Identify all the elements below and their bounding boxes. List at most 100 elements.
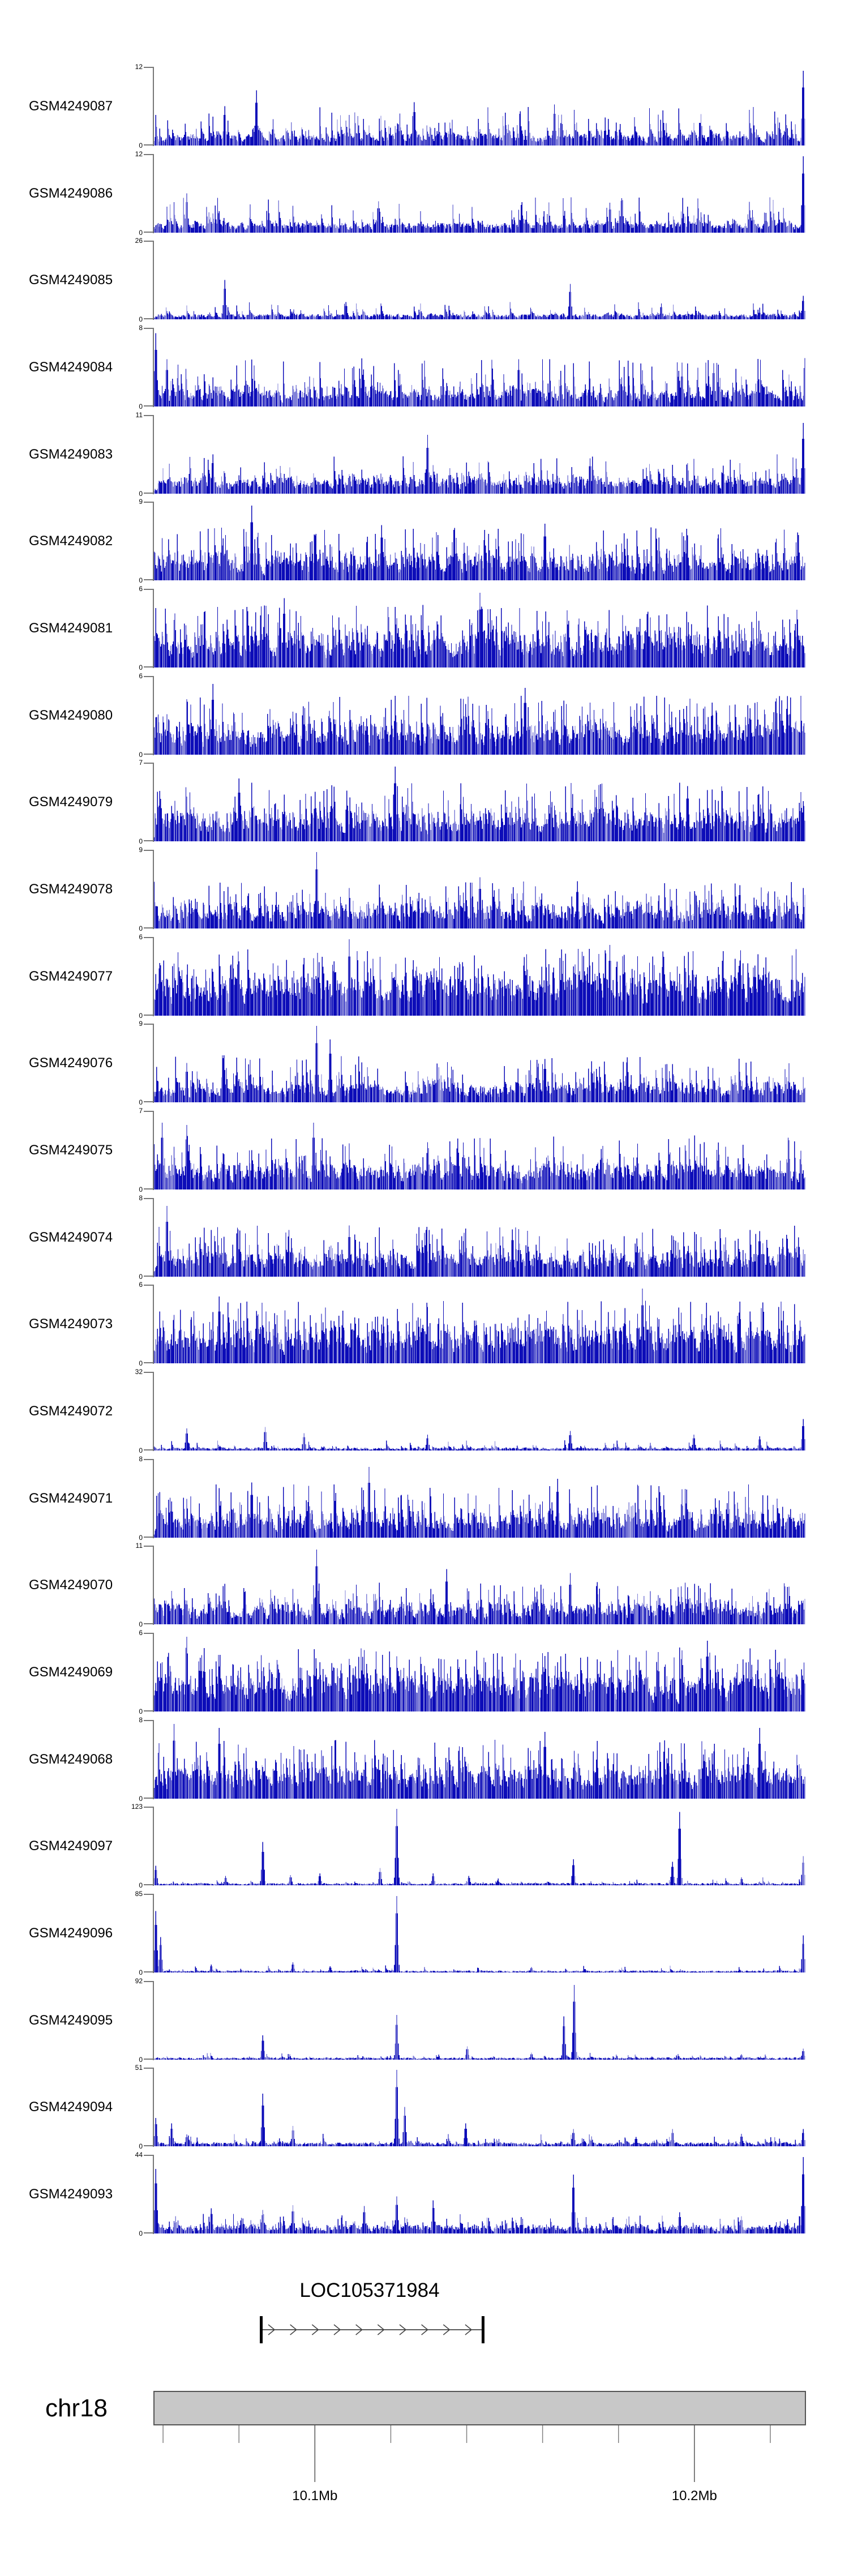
yaxis-top-tick (144, 1720, 153, 1721)
yaxis-top-tick (144, 1372, 153, 1373)
yaxis-zero-label: 0 (139, 1359, 143, 1367)
yaxis-bottom-tick (144, 1884, 153, 1885)
strand-direction-chevron-icon (290, 2324, 297, 2335)
yaxis-max-label: 9 (139, 1020, 143, 1028)
yaxis-zero-label: 0 (139, 1708, 143, 1715)
coverage-track: GSM4249080 6 0 (0, 672, 849, 759)
yaxis-zero-label: 0 (139, 1620, 143, 1628)
strand-direction-chevron-icon (333, 2324, 341, 2335)
coverage-track: GSM4249083 11 0 (0, 411, 849, 498)
yaxis-max-label: 6 (139, 1281, 143, 1289)
coverage-histogram (154, 767, 805, 841)
yaxis-max-label: 8 (139, 1716, 143, 1724)
axis-position-label: 10.2Mb (672, 2488, 717, 2504)
strand-direction-chevron-icon (465, 2324, 473, 2335)
yaxis-line (153, 589, 154, 668)
gene-exon-bar (260, 2316, 263, 2343)
coverage-track: GSM4249096 85 0 (0, 1890, 849, 1976)
gene-model-track (260, 2316, 484, 2343)
coverage-histogram (154, 1466, 805, 1538)
sample-label: GSM4249096 (28, 1925, 113, 1941)
sample-label: GSM4249074 (28, 1229, 113, 1245)
strand-direction-chevron-icon (443, 2324, 451, 2335)
yaxis-max-label: 9 (139, 846, 143, 854)
yaxis-max-label: 6 (139, 585, 143, 593)
coverage-track: GSM4249079 7 0 (0, 759, 849, 845)
coverage-histogram (154, 683, 805, 755)
coverage-histogram (154, 1289, 805, 1363)
yaxis-zero-label: 0 (139, 1273, 143, 1281)
yaxis-zero-label: 0 (139, 1881, 143, 1889)
yaxis-zero-label: 0 (139, 403, 143, 410)
yaxis-zero-label: 0 (139, 2142, 143, 2150)
yaxis-max-label: 11 (135, 1542, 143, 1550)
sample-label: GSM4249076 (28, 1055, 113, 1071)
yaxis-bottom-tick (144, 493, 153, 494)
yaxis-top-tick (144, 1024, 153, 1025)
yaxis-zero-label: 0 (139, 2230, 143, 2237)
yaxis-line (153, 1372, 154, 1451)
yaxis-max-label: 7 (139, 1107, 143, 1115)
coverage-track: GSM4249072 32 0 (0, 1368, 849, 1454)
yaxis-top-tick (144, 1546, 153, 1547)
yaxis-max-label: 123 (131, 1803, 143, 1811)
yaxis-bottom-tick (144, 232, 153, 233)
yaxis-zero-label: 0 (139, 1534, 143, 1542)
yaxis-top-tick (144, 1633, 153, 1634)
yaxis-max-label: 6 (139, 672, 143, 680)
sample-label: GSM4249068 (28, 1751, 113, 1767)
yaxis-bottom-tick (144, 1710, 153, 1711)
yaxis-top-tick (144, 763, 153, 764)
coverage-histogram (154, 593, 805, 667)
yaxis-line (153, 1111, 154, 1190)
yaxis-zero-label: 0 (139, 837, 143, 845)
yaxis-bottom-tick (144, 2232, 153, 2233)
yaxis-bottom-tick (144, 405, 153, 406)
coverage-track: GSM4249094 51 0 (0, 2064, 849, 2150)
yaxis-zero-label: 0 (139, 1098, 143, 1106)
yaxis-bottom-tick (144, 579, 153, 580)
coverage-histogram (154, 1026, 805, 1102)
coverage-histogram (154, 1122, 805, 1189)
yaxis-top-tick (144, 2155, 153, 2156)
sample-label: GSM4249077 (28, 968, 113, 984)
chromosome-label: chr18 (45, 2394, 108, 2422)
sample-label: GSM4249072 (28, 1403, 113, 1419)
coverage-track: GSM4249069 6 0 (0, 1629, 849, 1715)
yaxis-line (153, 1720, 154, 1799)
strand-direction-chevron-icon (377, 2324, 385, 2335)
yaxis-bottom-tick (144, 2145, 153, 2146)
yaxis-line (153, 937, 154, 1016)
sample-label: GSM4249093 (28, 2186, 113, 2202)
yaxis-zero-label: 0 (139, 490, 143, 498)
yaxis-top-tick (144, 850, 153, 851)
sample-label: GSM4249070 (28, 1577, 113, 1593)
yaxis-bottom-tick (144, 144, 153, 146)
yaxis-bottom-tick (144, 1449, 153, 1450)
yaxis-top-tick (144, 937, 153, 938)
yaxis-line (153, 1024, 154, 1103)
yaxis-top-tick (144, 415, 153, 416)
coverage-histogram (154, 1419, 805, 1450)
coverage-track: GSM4249081 6 0 (0, 585, 849, 671)
strand-direction-chevron-icon (399, 2324, 407, 2335)
coverage-track: GSM4249097 123 0 (0, 1803, 849, 1889)
coverage-track: GSM4249085 26 0 (0, 237, 849, 323)
yaxis-bottom-tick (144, 2059, 153, 2060)
coverage-histogram (154, 1205, 805, 1277)
sample-label: GSM4249079 (28, 794, 113, 810)
yaxis-max-label: 12 (135, 63, 143, 71)
gene-name-label: LOC105371984 (299, 2279, 440, 2301)
yaxis-zero-label: 0 (139, 751, 143, 759)
yaxis-bottom-tick (144, 1276, 153, 1277)
coverage-track: GSM4249086 12 0 (0, 150, 849, 237)
yaxis-max-label: 6 (139, 933, 143, 941)
strand-direction-chevron-icon (421, 2324, 428, 2335)
yaxis-bottom-tick (144, 1015, 153, 1016)
strand-direction-chevron-icon (311, 2324, 319, 2335)
strand-direction-chevron-icon (268, 2324, 276, 2335)
yaxis-line (153, 154, 154, 233)
yaxis-zero-label: 0 (139, 1969, 143, 1976)
yaxis-line (153, 1807, 154, 1886)
coverage-track: GSM4249084 8 0 (0, 324, 849, 410)
